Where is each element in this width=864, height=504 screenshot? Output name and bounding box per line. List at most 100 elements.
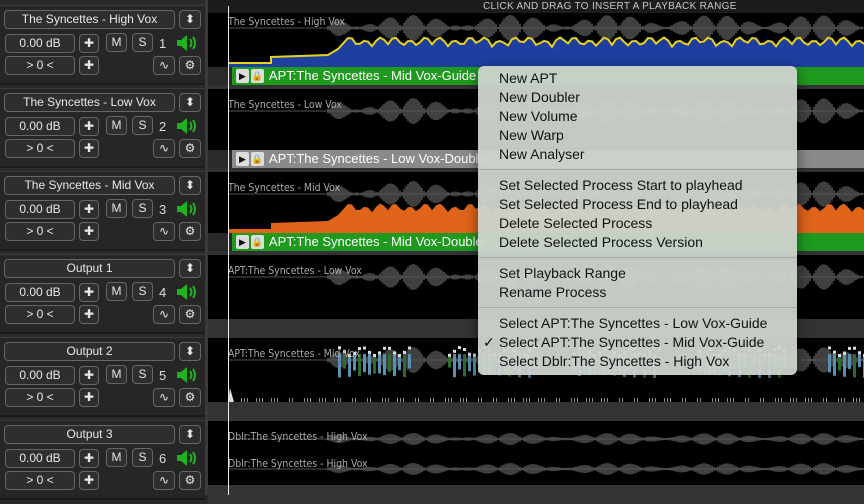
menu-item-label: Select Dblr:The Syncettes - High Vox (499, 353, 730, 369)
track-name-button[interactable]: The Syncettes - High Vox (4, 10, 175, 29)
play-icon[interactable]: ▶ (236, 152, 249, 166)
track-name-button[interactable]: The Syncettes - Mid Vox (4, 176, 175, 195)
pan-field[interactable]: > 0 < (5, 471, 75, 490)
track-name-button[interactable]: The Syncettes - Low Vox (4, 93, 175, 112)
menu-item[interactable]: New Warp (478, 126, 797, 145)
speaker-icon[interactable] (176, 449, 198, 467)
menu-item[interactable]: Select Dblr:The Syncettes - High Vox (478, 352, 797, 371)
gear-icon[interactable]: ⚙ (179, 222, 201, 241)
mute-button[interactable]: M (106, 33, 127, 52)
track-name-button[interactable]: Output 1 (4, 259, 175, 278)
solo-button[interactable]: S (132, 199, 153, 218)
lock-wave-icon[interactable]: ∿ (153, 305, 175, 324)
menu-item[interactable]: Set Playback Range (478, 264, 797, 283)
speaker-icon[interactable] (176, 200, 198, 218)
gain-field[interactable]: 0.00 dB (5, 34, 75, 53)
gear-icon[interactable]: ⚙ (179, 388, 201, 407)
pan-field[interactable]: > 0 < (5, 222, 75, 241)
lock-wave-icon[interactable]: ∿ (153, 471, 175, 490)
reorder-icon[interactable]: ⬍ (179, 93, 201, 112)
pan-field[interactable]: > 0 < (5, 139, 75, 158)
menu-item[interactable]: New Doubler (478, 88, 797, 107)
pan-field[interactable]: > 0 < (5, 305, 75, 324)
menu-item[interactable]: Set Selected Process End to playhead (478, 195, 797, 214)
menu-item[interactable]: Delete Selected Process Version (478, 233, 797, 252)
mute-button[interactable]: M (106, 282, 127, 301)
speaker-icon[interactable] (176, 283, 198, 301)
pan-field[interactable]: > 0 < (5, 56, 75, 75)
speaker-icon[interactable] (176, 34, 198, 52)
reorder-icon[interactable]: ⬍ (179, 259, 201, 278)
gear-icon[interactable]: ⚙ (179, 56, 201, 75)
solo-button[interactable]: S (132, 365, 153, 384)
pan-slider-icon[interactable]: ✚ (79, 56, 99, 75)
playhead[interactable] (228, 6, 229, 495)
solo-button[interactable]: S (132, 116, 153, 135)
play-icon[interactable]: ▶ (236, 69, 249, 83)
gain-slider-icon[interactable]: ✚ (79, 117, 99, 136)
reorder-icon[interactable]: ⬍ (179, 10, 201, 29)
mute-button[interactable]: M (106, 448, 127, 467)
reorder-icon[interactable]: ⬍ (179, 425, 201, 444)
pan-slider-icon[interactable]: ✚ (79, 305, 99, 324)
mute-button[interactable]: M (106, 199, 127, 218)
pan-slider-icon[interactable]: ✚ (79, 222, 99, 241)
solo-button[interactable]: S (132, 448, 153, 467)
reorder-icon[interactable]: ⬍ (179, 176, 201, 195)
lock-icon[interactable]: 🔒 (251, 152, 264, 166)
menu-item[interactable]: New Analyser (478, 145, 797, 164)
mute-button[interactable]: M (106, 116, 127, 135)
lock-wave-icon[interactable]: ∿ (153, 56, 175, 75)
reorder-icon[interactable]: ⬍ (179, 342, 201, 361)
panel-divider[interactable] (205, 0, 208, 495)
pan-slider-icon[interactable]: ✚ (79, 471, 99, 490)
gain-field[interactable]: 0.00 dB (5, 366, 75, 385)
process-label: APT:The Syncettes - Low Vox-Doubler (268, 151, 491, 166)
gain-slider-icon[interactable]: ✚ (79, 34, 99, 53)
lock-icon[interactable]: 🔒 (251, 235, 264, 249)
gain-field[interactable]: 0.00 dB (5, 449, 75, 468)
pan-field[interactable]: > 0 < (5, 388, 75, 407)
lock-wave-icon[interactable]: ∿ (153, 139, 175, 158)
menu-item-label: Select APT:The Syncettes - Mid Vox-Guide (499, 334, 765, 350)
track-header: Output 2 ⬍ 0.00 dB ✚ > 0 < ✚ M S 5 ∿ ⚙ (0, 337, 206, 417)
playback-range-hint: CLICK AND DRAG TO INSERT A PLAYBACK RANG… (483, 1, 737, 12)
menu-item[interactable]: ✓ Select APT:The Syncettes - Mid Vox-Guid… (478, 333, 797, 352)
menu-item[interactable]: Delete Selected Process (478, 214, 797, 233)
checkmark-icon: ✓ (483, 334, 495, 350)
gear-icon[interactable]: ⚙ (179, 139, 201, 158)
lock-wave-icon[interactable]: ∿ (153, 388, 175, 407)
gain-slider-icon[interactable]: ✚ (79, 283, 99, 302)
track-name-button[interactable]: Output 2 (4, 342, 175, 361)
speaker-icon[interactable] (176, 117, 198, 135)
solo-button[interactable]: S (132, 33, 153, 52)
timeline-header[interactable]: CLICK AND DRAG TO INSERT A PLAYBACK RANG… (208, 0, 864, 13)
gear-icon[interactable]: ⚙ (179, 471, 201, 490)
lane-label: Dblr:The Syncettes - High Vox (228, 457, 368, 470)
lock-wave-icon[interactable]: ∿ (153, 222, 175, 241)
track-lane[interactable]: The Syncettes - High Vox (208, 6, 864, 67)
menu-item[interactable]: Select APT:The Syncettes - Low Vox-Guide (478, 314, 797, 333)
gain-slider-icon[interactable]: ✚ (79, 200, 99, 219)
track-lane[interactable]: Dblr:The Syncettes - High Vox Dblr:The Sy… (208, 421, 864, 485)
menu-item[interactable]: New APT (478, 69, 797, 88)
play-icon[interactable]: ▶ (236, 235, 249, 249)
menu-item[interactable]: Rename Process (478, 283, 797, 302)
menu-item-label: Delete Selected Process Version (499, 234, 703, 250)
gain-field[interactable]: 0.00 dB (5, 283, 75, 302)
track-name-button[interactable]: Output 3 (4, 425, 175, 444)
lock-icon[interactable]: 🔒 (251, 69, 264, 83)
mute-button[interactable]: M (106, 365, 127, 384)
pan-slider-icon[interactable]: ✚ (79, 388, 99, 407)
menu-item[interactable]: Set Selected Process Start to playhead (478, 176, 797, 195)
gain-slider-icon[interactable]: ✚ (79, 449, 99, 468)
menu-item[interactable]: New Volume (478, 107, 797, 126)
gear-icon[interactable]: ⚙ (179, 305, 201, 324)
pan-slider-icon[interactable]: ✚ (79, 139, 99, 158)
gain-field[interactable]: 0.00 dB (5, 200, 75, 219)
track-number: 6 (159, 451, 167, 466)
solo-button[interactable]: S (132, 282, 153, 301)
gain-field[interactable]: 0.00 dB (5, 117, 75, 136)
gain-slider-icon[interactable]: ✚ (79, 366, 99, 385)
speaker-icon[interactable] (176, 366, 198, 384)
